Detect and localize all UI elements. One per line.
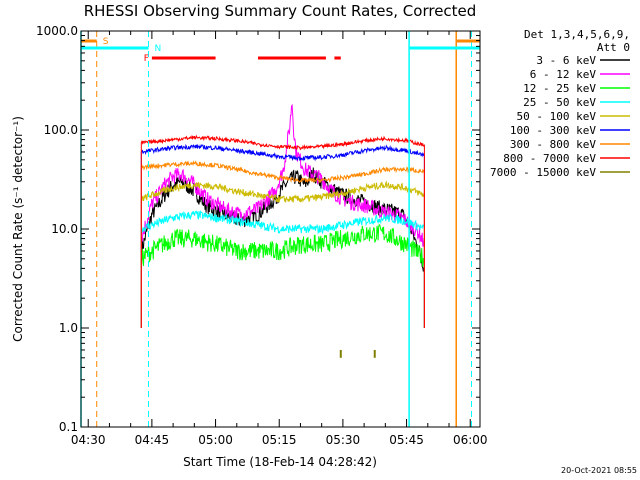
legend-entry-label: 300 - 800 keV — [510, 138, 596, 151]
flare-label: F — [144, 54, 149, 64]
legend-header-line: Det 1,3,4,5,6,9, — [524, 28, 630, 41]
series-12-25-keV-line — [140, 224, 425, 328]
series-7000-15000-keV-line — [339, 349, 376, 358]
legend-entry-label: 100 - 300 keV — [510, 124, 596, 137]
y-tick-label: 1000.0 — [36, 24, 78, 38]
chart-title: RHESSI Observing Summary Count Rates, Co… — [84, 2, 477, 20]
legend-entry-label: 50 - 100 keV — [517, 110, 597, 123]
x-tick-label: 05:45 — [389, 433, 424, 447]
saa-label: S — [103, 37, 109, 47]
series-300-800-keV-line — [140, 160, 425, 328]
y-tick-label: 1.0 — [59, 321, 78, 335]
y-axis-label: Corrected Count Rate (s⁻¹ detector⁻¹) — [11, 116, 25, 342]
chart-marks — [140, 103, 425, 358]
night-label: N — [154, 44, 161, 54]
series-100-300-keV-line — [140, 143, 425, 328]
series-path — [140, 103, 425, 328]
legend-entry-label: 25 - 50 keV — [523, 96, 596, 109]
y-tick-label: 10.0 — [51, 222, 78, 236]
series-path — [140, 160, 425, 328]
legend-entry-label: 6 - 12 keV — [530, 68, 597, 81]
x-tick-label: 05:15 — [262, 433, 297, 447]
series-25-50-keV-line — [140, 210, 425, 328]
series-path — [140, 180, 425, 328]
series-path — [140, 143, 425, 328]
legend-entry-label: 7000 - 15000 keV — [490, 166, 596, 179]
series-path — [140, 224, 425, 328]
legend-header-line: Att 0 — [597, 41, 630, 54]
series-50-100-keV-line — [140, 180, 425, 328]
x-tick-label: 06:00 — [453, 433, 488, 447]
series-6-12-keV-line — [140, 103, 425, 328]
x-tick-label: 04:30 — [71, 433, 106, 447]
axis-ticks: 0.1 1.0 10.0 100.0 1000.0 04:30 04:45 05:00 05:1… — [36, 24, 488, 447]
y-tick-label: 0.1 — [59, 420, 78, 434]
timestamp: 20-Oct-2021 08:55 — [561, 466, 637, 475]
series-path — [140, 134, 425, 328]
x-tick-label: 04:45 — [135, 433, 170, 447]
x-axis-label: Start Time (18-Feb-14 04:28:42) — [183, 455, 377, 469]
x-tick-label: 05:30 — [326, 433, 361, 447]
series-800-7000-keV-line — [140, 134, 425, 328]
legend-entry-label: 3 - 6 keV — [536, 54, 596, 67]
legend-entry-label: 12 - 25 keV — [523, 82, 596, 95]
x-tick-label: 05:00 — [198, 433, 233, 447]
legend-entry-label: 800 - 7000 keV — [503, 152, 596, 165]
y-tick-label: 100.0 — [44, 123, 78, 137]
series-path — [140, 210, 425, 328]
